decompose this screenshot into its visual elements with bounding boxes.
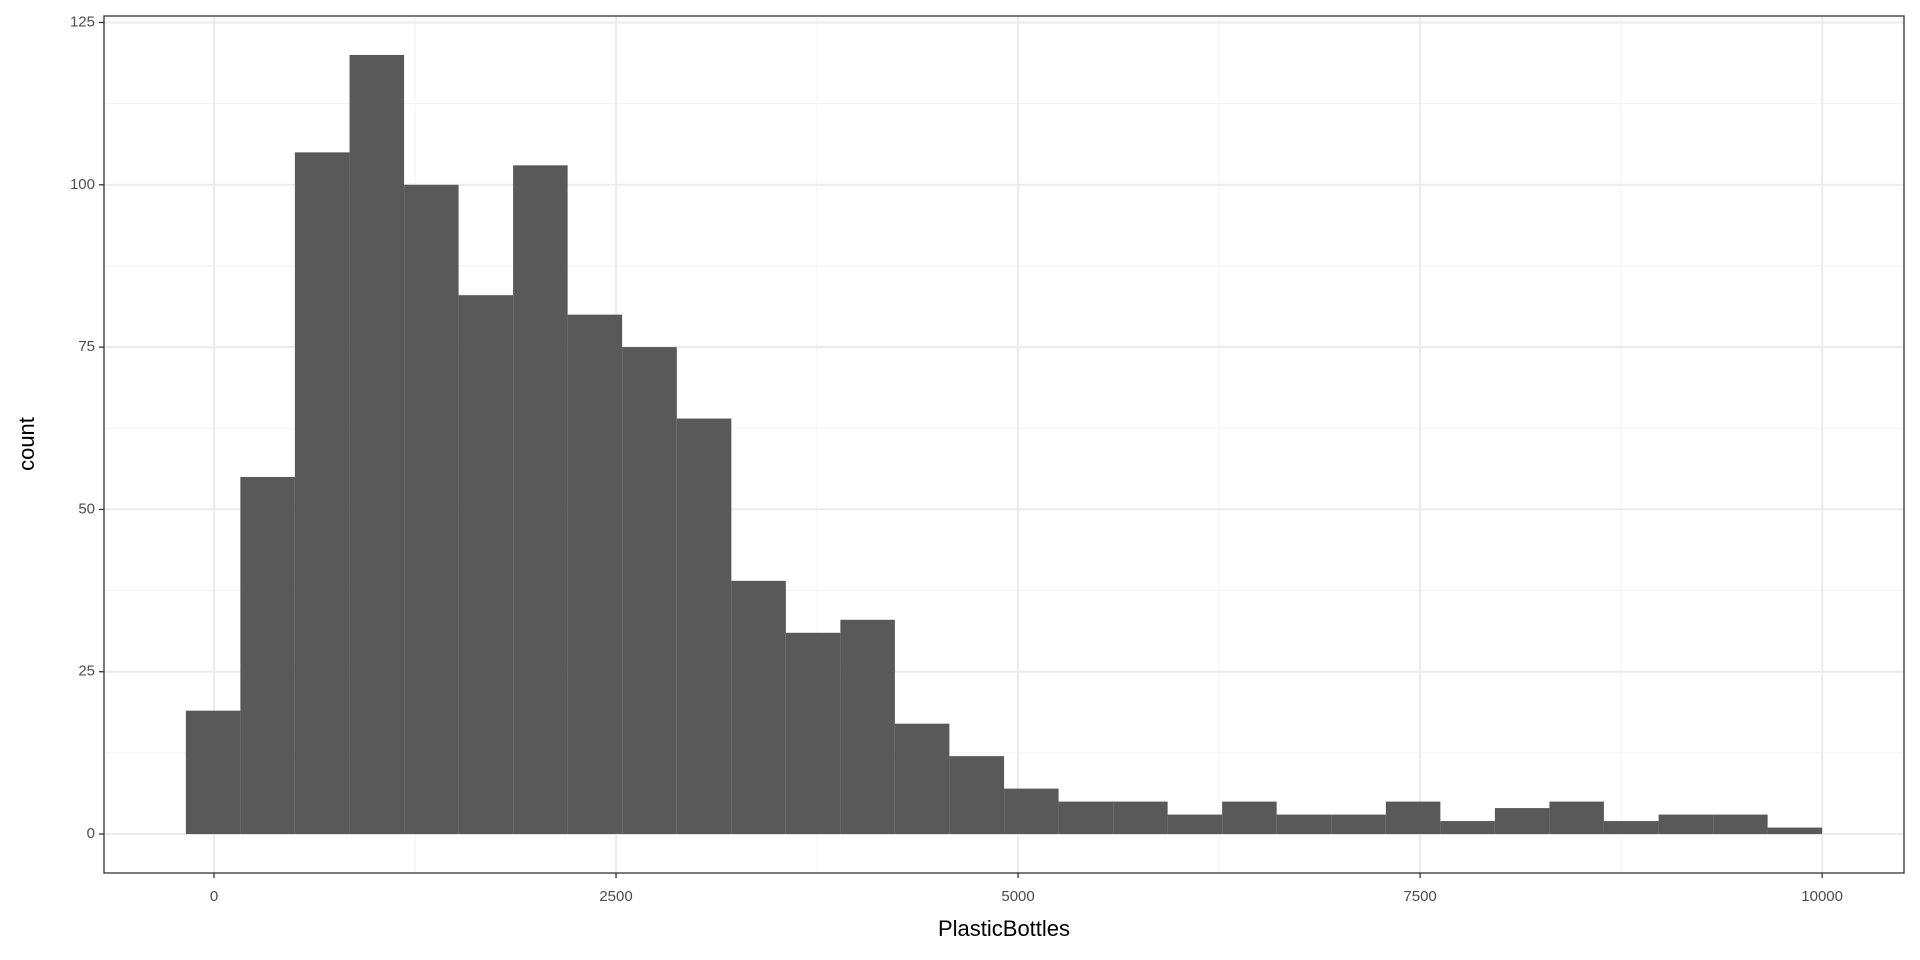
histogram-bar xyxy=(567,314,623,835)
y-axis-title: count xyxy=(14,417,39,471)
x-tick-label: 10000 xyxy=(1801,888,1843,905)
x-tick-label: 2500 xyxy=(599,888,632,905)
y-tick-label: 100 xyxy=(70,176,95,193)
y-tick-label: 75 xyxy=(78,338,95,355)
histogram-bar xyxy=(731,580,786,835)
x-tick-label: 7500 xyxy=(1403,888,1436,905)
histogram-bar xyxy=(513,165,568,835)
histogram-bar xyxy=(1276,814,1332,835)
histogram-bar xyxy=(1658,814,1714,835)
histogram-bar xyxy=(1440,821,1495,835)
panel-border xyxy=(103,15,1905,874)
histogram-bar xyxy=(1058,801,1114,835)
y-tick-label: 50 xyxy=(78,500,95,517)
histogram-bar xyxy=(1385,801,1441,835)
histogram-bar xyxy=(785,632,841,835)
x-tick-label: 5000 xyxy=(1001,888,1034,905)
histogram-bar xyxy=(1331,814,1386,835)
histogram-bar xyxy=(294,152,350,835)
y-tick-label: 0 xyxy=(87,825,95,842)
histogram-bar xyxy=(404,184,459,835)
histogram-bar xyxy=(185,710,241,835)
histogram-bar xyxy=(349,54,405,835)
histogram-bar xyxy=(458,295,514,835)
x-tick-label: 0 xyxy=(210,888,218,905)
histogram-bar xyxy=(1713,814,1768,835)
histogram-bar xyxy=(1767,827,1823,835)
y-tick-label: 25 xyxy=(78,663,95,680)
histogram-bar xyxy=(1113,801,1168,835)
histogram-bar xyxy=(894,723,950,835)
histogram-bar xyxy=(676,418,732,835)
histogram-bar xyxy=(949,756,1005,835)
x-axis-title: PlasticBottles xyxy=(938,916,1070,941)
histogram-bar xyxy=(1494,808,1550,835)
histogram-bar xyxy=(1167,814,1223,835)
y-tick-label: 125 xyxy=(70,13,95,30)
histogram-bar xyxy=(240,476,295,835)
histogram-bar xyxy=(622,347,677,835)
histogram-bar xyxy=(1549,801,1604,835)
histogram-bar xyxy=(1222,801,1277,835)
histogram-bar xyxy=(1004,788,1059,835)
histogram-bar xyxy=(840,619,895,835)
histogram-bar xyxy=(1603,821,1659,835)
